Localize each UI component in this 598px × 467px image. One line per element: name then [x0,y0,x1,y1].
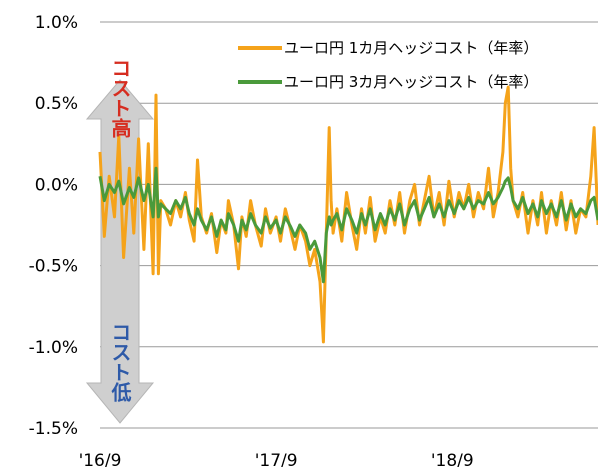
y-tick-label: 0.0% [35,175,78,195]
y-tick-label: -0.5% [29,257,78,277]
y-tick-label: -1.5% [29,419,78,439]
y-axis-ticks: 1.0% 0.5% 0.0% -0.5% -1.0% -1.5% [29,13,78,439]
series-line-3m [98,166,598,284]
x-tick-label: '16/9 [79,451,122,467]
cost-low-label: コスト低 [108,322,132,403]
x-axis-ticks: '16/9 '17/9 '18/9 [79,451,474,467]
cost-high-label: コスト高 [108,58,132,138]
grid-lines [100,21,598,429]
y-tick-label: 1.0% [35,13,78,33]
series-group [98,85,598,344]
x-tick-label: '18/9 [431,451,474,467]
y-tick-label: -1.0% [29,338,78,358]
x-tick-label: '17/9 [255,451,298,467]
y-tick-label: 0.5% [35,94,78,114]
chart-legend: ユーロ円 1カ月ヘッジコスト（年率） ユーロ円 3カ月ヘッジコスト（年率） [238,39,538,91]
legend-label-3m: ユーロ円 3カ月ヘッジコスト（年率） [284,73,538,91]
legend-label-1m: ユーロ円 1カ月ヘッジコスト（年率） [284,39,538,57]
